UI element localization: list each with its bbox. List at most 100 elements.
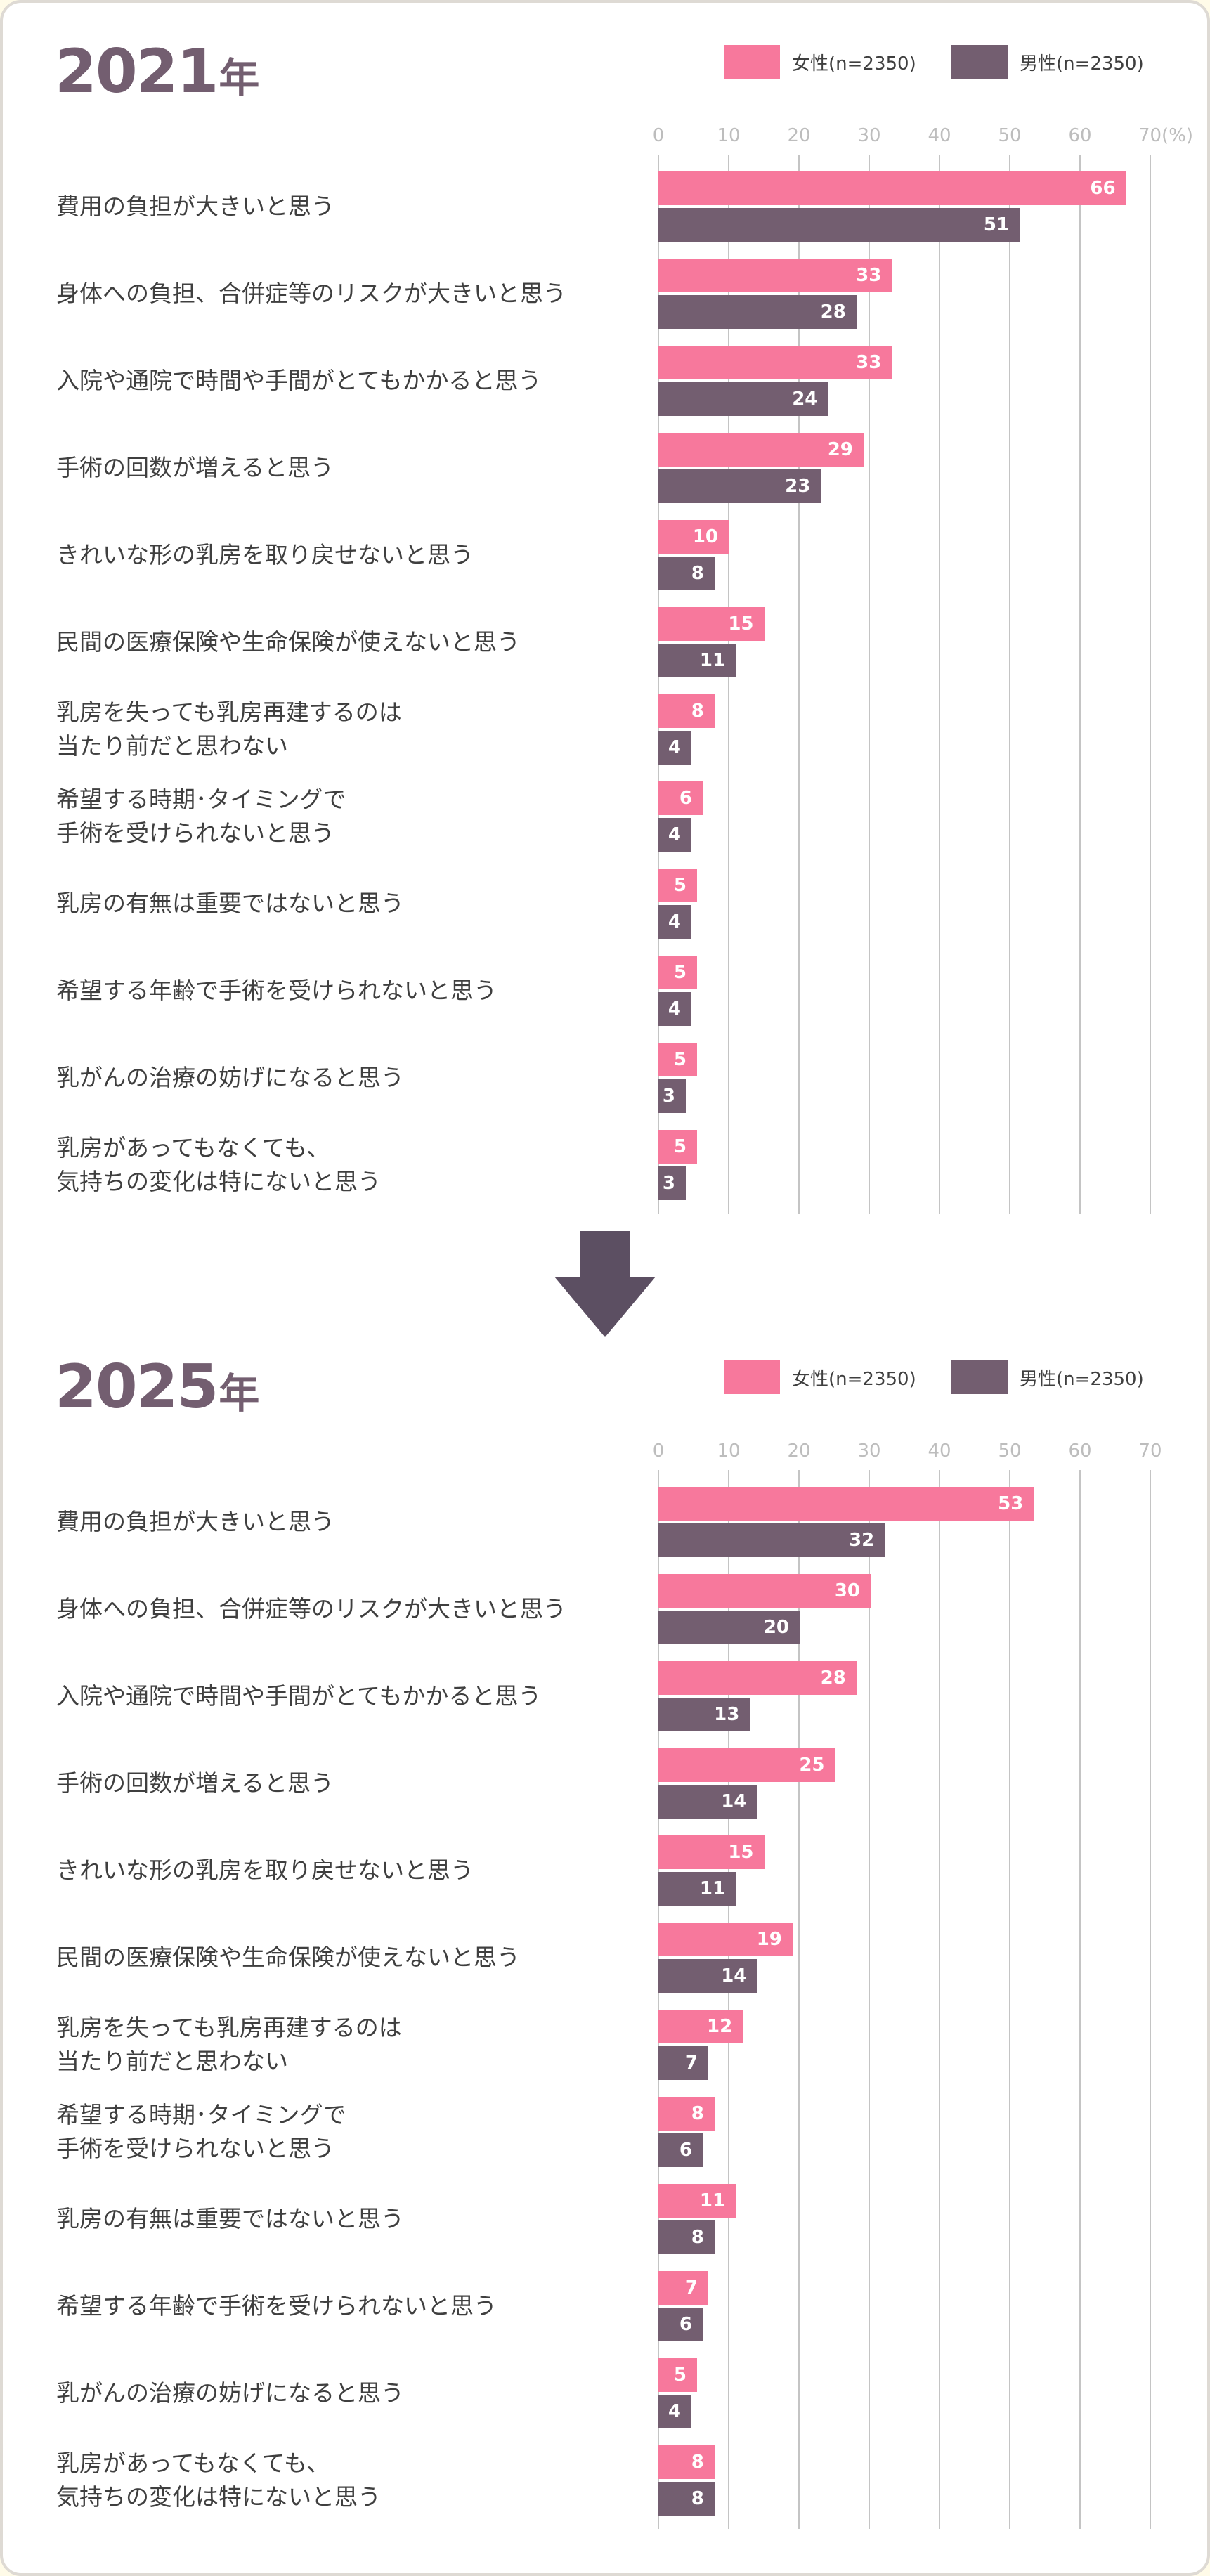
bar-female: 30 (658, 1574, 871, 1608)
bar-value-label: 33 (856, 352, 882, 373)
gridline (1079, 155, 1081, 1214)
bar-female: 6 (658, 781, 703, 815)
bar-female: 5 (658, 1043, 697, 1076)
axis-tick-label: 0 (652, 125, 665, 146)
bar-value-label: 5 (673, 962, 687, 983)
bar-male: 4 (658, 905, 691, 939)
bar-female: 8 (658, 694, 715, 728)
bar-value-label: 20 (763, 1617, 789, 1638)
bar-value-label: 6 (679, 2314, 692, 2335)
bar-value-label: 28 (820, 301, 846, 323)
gridline (869, 1470, 870, 2529)
gridline (1009, 155, 1010, 1214)
legend-swatch-female (724, 1360, 780, 1394)
year-number: 2025 (55, 1352, 219, 1422)
bar-male: 51 (658, 208, 1020, 242)
bar-value-label: 12 (707, 2016, 733, 2037)
bar-value-label: 4 (668, 998, 681, 1020)
axis-tick-label: 70(%) (1138, 125, 1194, 146)
year-title: 2025年 (55, 1352, 259, 1422)
legend-swatch-male (951, 45, 1008, 79)
category-label: 乳房があってもなくても、 気持ちの変化は特にないと思う (56, 2450, 381, 2511)
bar-value-label: 5 (673, 875, 687, 896)
bar-male: 3 (658, 1166, 686, 1200)
bar-male: 24 (658, 382, 828, 416)
bar-value-label: 11 (699, 650, 726, 671)
bar-value-label: 7 (684, 2277, 698, 2298)
bar-value-label: 3 (662, 1086, 675, 1107)
bar-female: 5 (658, 2358, 697, 2392)
axis-tick-label: 50 (998, 125, 1022, 146)
bar-male: 32 (658, 1523, 885, 1557)
bar-value-label: 25 (799, 1755, 825, 1776)
legend-male: 男性(n=2350) (951, 45, 1144, 79)
bar-value-label: 8 (691, 2227, 704, 2248)
legend-label-female: 女性(n=2350) (792, 1368, 916, 1390)
gridline (658, 1470, 659, 2529)
bar-value-label: 28 (820, 1667, 846, 1689)
bar-value-label: 15 (728, 1842, 754, 1863)
legend-label-male: 男性(n=2350) (1020, 53, 1144, 74)
bar-male: 8 (658, 557, 715, 590)
gridline (728, 155, 729, 1214)
category-label: 希望する時期･タイミングで 手術を受けられないと思う (56, 786, 346, 847)
axis-tick-label: 0 (652, 1440, 665, 1462)
category-label: 民間の医療保険や生命保険が使えないと思う (56, 1944, 520, 1971)
gridline (1079, 1470, 1081, 2529)
bar-value-label: 19 (756, 1929, 782, 1950)
bar-female: 5 (658, 869, 697, 902)
category-label: 手術の回数が増えると思う (56, 1769, 334, 1797)
down-arrow-icon (554, 1231, 656, 1337)
bar-value-label: 8 (691, 2452, 704, 2473)
bar-value-label: 32 (849, 1530, 875, 1551)
category-label: 乳がんの治療の妨げになると思う (56, 1064, 404, 1091)
bar-value-label: 23 (785, 476, 811, 497)
bar-male: 20 (658, 1611, 800, 1644)
bar-male: 4 (658, 818, 691, 852)
category-label: 身体への負担、合併症等のリスクが大きいと思う (56, 1595, 566, 1622)
axis-tick-label: 60 (1068, 125, 1092, 146)
bar-value-label: 14 (721, 1791, 747, 1812)
axis-tick-label: 10 (717, 125, 741, 146)
bar-male: 23 (658, 469, 821, 503)
gridline (798, 1470, 800, 2529)
bar-male: 14 (658, 1959, 757, 1993)
bar-value-label: 8 (691, 2488, 704, 2509)
category-label: 希望する年齢で手術を受けられないと思う (56, 977, 497, 1004)
legend-swatch-female (724, 45, 780, 79)
category-label: 希望する時期･タイミングで 手術を受けられないと思う (56, 2101, 346, 2162)
bar-value-label: 3 (662, 1173, 675, 1194)
category-label: 乳がんの治療の妨げになると思う (56, 2379, 404, 2407)
bar-female: 8 (658, 2097, 715, 2131)
bar-female: 11 (658, 2184, 736, 2218)
bar-value-label: 4 (668, 2401, 681, 2422)
bar-female: 8 (658, 2445, 715, 2479)
bar-value-label: 4 (668, 824, 681, 845)
axis-tick-label: 30 (857, 1440, 881, 1462)
bar-male: 6 (658, 2133, 703, 2167)
bar-value-label: 6 (679, 2140, 692, 2161)
bar-value-label: 4 (668, 911, 681, 932)
bar-male: 13 (658, 1698, 750, 1731)
year-unit: 年 (219, 54, 259, 102)
bar-value-label: 24 (792, 389, 818, 410)
axis-tick-label: 20 (787, 125, 811, 146)
legend-female: 女性(n=2350) (724, 1360, 916, 1394)
bar-female: 29 (658, 433, 864, 467)
bar-value-label: 7 (684, 2053, 698, 2074)
bar-male: 3 (658, 1079, 686, 1113)
bar-value-label: 5 (673, 2364, 687, 2386)
legend-swatch-male (951, 1360, 1008, 1394)
bar-female: 15 (658, 607, 765, 641)
category-label: 乳房の有無は重要ではないと思う (56, 890, 404, 917)
bar-value-label: 11 (699, 1878, 726, 1899)
category-label: 費用の負担が大きいと思う (56, 1508, 334, 1535)
category-label: 費用の負担が大きいと思う (56, 193, 334, 220)
bar-value-label: 51 (983, 214, 1010, 235)
gridline (1150, 1470, 1151, 2529)
axis-tick-label: 40 (928, 125, 951, 146)
bar-male: 8 (658, 2220, 715, 2254)
bar-value-label: 5 (673, 1136, 687, 1157)
category-label: 入院や通院で時間や手間がとてもかかると思う (56, 367, 542, 394)
bar-female: 19 (658, 1923, 793, 1956)
